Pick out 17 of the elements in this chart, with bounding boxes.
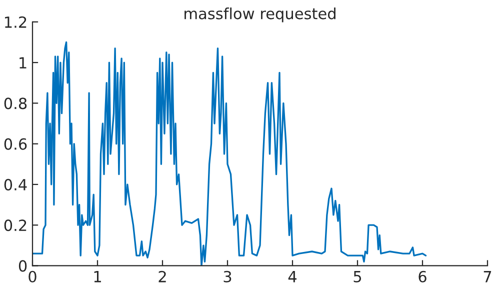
- y-tick-label: 0: [18, 260, 27, 272]
- x-tick-label: 7: [484, 271, 492, 282]
- y-tick-label: 1: [20, 57, 26, 68]
- line-series: [32, 41, 427, 266]
- x-tick-label: 5: [354, 271, 362, 282]
- y-tick-label: 0.4: [4, 178, 27, 190]
- x-tick-label: 3: [224, 270, 232, 282]
- y-tick-label: 0.2: [4, 220, 26, 232]
- x-tick-label: 6: [418, 270, 426, 282]
- x-tick-label: 0: [28, 270, 36, 282]
- y-tick-label: 0.8: [4, 98, 27, 110]
- x-tick-label: 4: [288, 271, 297, 282]
- x-tick-label: 1: [94, 271, 101, 282]
- y-tick-label: 1.2: [5, 16, 26, 28]
- chart-title: massflow requested: [184, 8, 336, 22]
- y-tick-label: 0.6: [4, 138, 27, 150]
- x-tick-label: 2: [158, 270, 166, 282]
